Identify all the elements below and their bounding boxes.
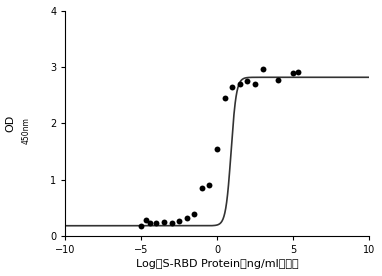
Point bbox=[295, 70, 301, 74]
Point bbox=[222, 96, 228, 100]
Point bbox=[237, 82, 243, 86]
Point bbox=[206, 183, 212, 187]
Point bbox=[252, 82, 258, 86]
Point bbox=[229, 85, 235, 89]
Point bbox=[191, 212, 197, 217]
Text: OD: OD bbox=[6, 115, 16, 132]
Point bbox=[184, 216, 190, 220]
Point bbox=[176, 219, 182, 223]
Point bbox=[153, 221, 159, 226]
Point bbox=[142, 218, 149, 222]
Point bbox=[147, 221, 153, 226]
Text: 450nm: 450nm bbox=[21, 117, 30, 144]
Point bbox=[161, 220, 167, 224]
X-axis label: Log（S-RBD Protein（ng/ml）　）: Log（S-RBD Protein（ng/ml） ） bbox=[136, 259, 298, 269]
Point bbox=[168, 221, 175, 225]
Point bbox=[260, 67, 266, 71]
Point bbox=[275, 77, 281, 82]
Point bbox=[290, 71, 296, 75]
Point bbox=[138, 224, 144, 228]
Point bbox=[214, 147, 220, 151]
Point bbox=[199, 186, 205, 190]
Point bbox=[244, 79, 251, 83]
